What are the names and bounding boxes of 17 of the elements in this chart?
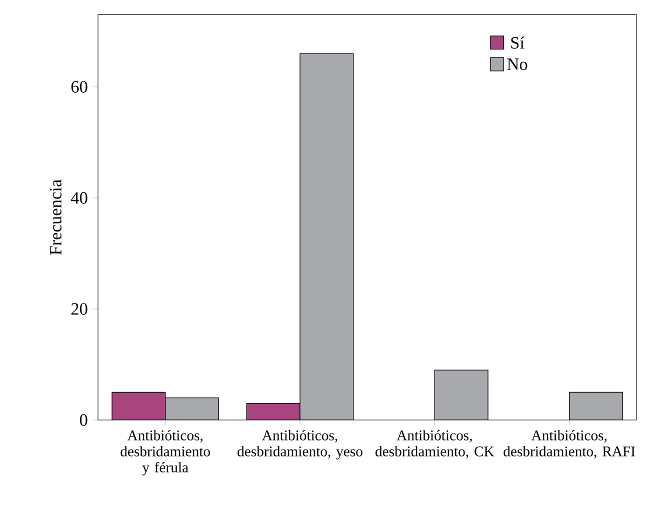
bar — [165, 397, 220, 420]
y-tick-label: 40 — [70, 192, 88, 204]
bar — [569, 392, 624, 420]
y-axis-title: Frecuencia — [50, 180, 62, 255]
bar — [246, 403, 300, 420]
x-tick-label: Antibióticos, desbridamiento, CK — [376, 430, 494, 458]
bar — [300, 53, 354, 420]
x-tick-label: Antibióticos, desbridamiento y férula — [120, 430, 210, 476]
x-tick-label: Antibióticos, desbridamiento, yeso — [238, 430, 362, 460]
bar — [434, 370, 488, 420]
y-tick-label: 60 — [71, 81, 88, 93]
bar — [112, 392, 166, 420]
legend-label: No — [507, 58, 528, 70]
y-tick-label: 0 — [80, 414, 88, 426]
y-tick-label: 20 — [71, 303, 88, 315]
legend-label: Sí — [511, 36, 524, 49]
x-tick-label: Antibióticos, desbridamiento, RAFI — [504, 430, 636, 458]
